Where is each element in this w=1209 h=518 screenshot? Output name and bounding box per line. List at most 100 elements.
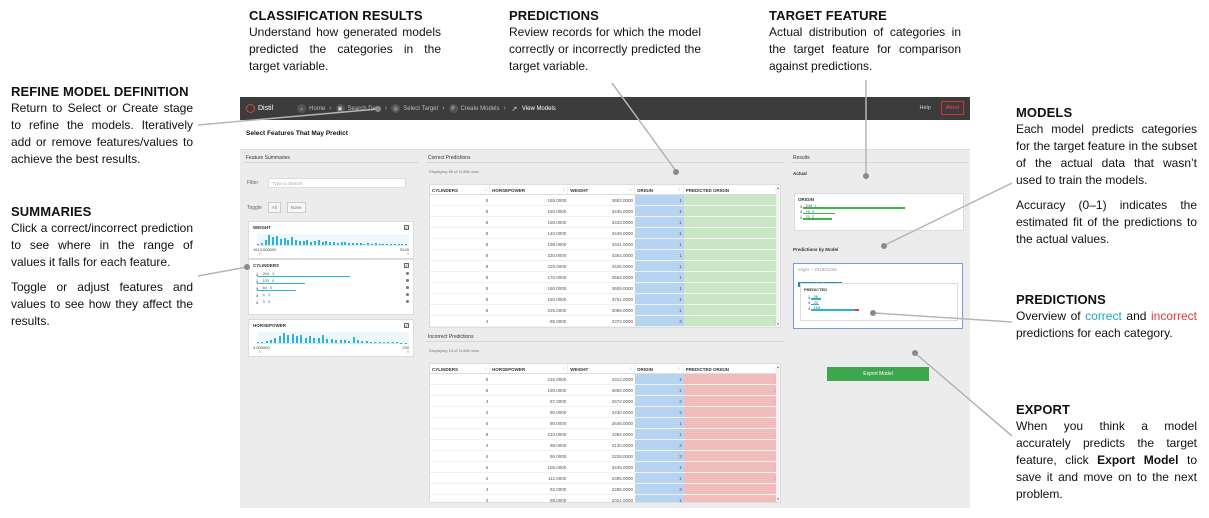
model-card[interactable]: origin ◔ 2018/01/26 Accuracy: 1 · Accura… [793,263,963,329]
table-row[interactable]: 6 105.0000 3439.000013 [430,462,780,473]
sort-icon[interactable]: ⇅ [484,188,488,192]
origin-row[interactable]: 🌡 70 2 [795,214,963,220]
column-header[interactable]: WEIGHT ⇅ [568,185,636,194]
sort-icon[interactable]: ⇅ [562,188,566,192]
predicted-box[interactable]: PREDICTED 🌡 26 🌡 22 🌡 150 [800,283,958,321]
sort-icon[interactable]: ⇅ [562,367,566,371]
feature-card-horsepower[interactable]: HORSEPOWER ✓ 0.000000 230 0 5 [248,319,414,357]
sort-icon[interactable]: ⇅ [629,188,633,192]
abort-button[interactable]: Abort [940,101,964,115]
column-header[interactable]: ORIGIN ⇅ [635,185,684,194]
histogram-bar [369,341,372,343]
checkbox-checked-icon[interactable]: ✓ [404,263,409,268]
histogram-bar [291,333,294,343]
breadcrumb-item[interactable]: P Create Models [448,104,500,113]
column-header[interactable]: PREDICTED ORIGIN ⇅ [684,364,780,373]
table-row[interactable]: 8 190.0000 3850.000013 [430,385,780,396]
callout-title: SUMMARIES [11,204,92,219]
column-header[interactable]: PREDICTED ORIGIN ⇅ [684,185,780,194]
checkbox-checked-icon[interactable]: ✓ [404,225,409,230]
table-cell: 1 [635,272,684,282]
column-header[interactable]: ORIGIN ⇅ [635,364,684,373]
histogram-bar [359,243,362,245]
histogram-bar [264,239,267,245]
breadcrumb-item[interactable]: ◎ Select Target [391,104,438,113]
incorrect-predictions-table[interactable]: CYLINDERS ⇅ HORSEPOWER ⇅ WEIGHT ⇅ ORIGIN ⇅ PREDI… [429,363,781,503]
category-row[interactable]: 🌡 204 4 [249,270,413,277]
table-row[interactable]: 4 88.0000 2130.000031 [430,440,780,451]
table-cell: 3 [635,440,684,450]
category-row[interactable]: 🌡 3 5 [249,298,413,305]
filter-input[interactable]: Type to Search [268,178,407,188]
sort-icon[interactable]: ⇅ [629,367,633,371]
toggle-none-button[interactable]: None [286,202,306,213]
origin-bar [803,218,832,220]
sort-icon[interactable]: ⇅ [677,367,681,371]
origin-row[interactable]: 🌡 249 1 [795,203,963,209]
actual-origin-card[interactable]: ORIGIN 🌡 249 1 🌡 79 3 🌡 70 2 [794,193,964,231]
table-row[interactable]: 4 92.0000 2288.000031 [430,484,780,495]
feature-card-weight[interactable]: WEIGHT ✓ 1613.000000 5140 0 5 [248,221,414,259]
sort-icon[interactable]: ⇅ [774,188,777,192]
column-header[interactable]: CYLINDERS ⇅ [430,364,491,373]
category-row[interactable]: 🌡 4 3 [249,291,413,298]
sort-icon[interactable]: ⇅ [677,188,681,192]
table-row[interactable]: 4 112.0000 2395.000013 [430,473,780,484]
column-header[interactable]: HORSEPOWER ⇅ [490,185,569,194]
breadcrumb-label: Search Data [347,105,381,112]
breadcrumb-item[interactable]: ▣ Search Data [335,104,381,113]
scroll-up-icon[interactable]: ▲ [776,186,780,190]
table-row[interactable]: 8 210.0000 4382.000012 [430,429,780,440]
checkbox-checked-icon[interactable]: ✓ [404,323,409,328]
scroll-down-icon[interactable]: ▼ [776,322,780,326]
breadcrumb-item[interactable]: ↗ View Models [510,104,555,113]
scroll-up-icon[interactable]: ▲ [776,365,780,369]
table-row[interactable]: 8 215.0000 4312.000012 [430,374,780,385]
breadcrumb-item[interactable]: ⌂ Home [297,104,325,113]
callout-text: to save it and move on to the next probl… [1016,453,1197,501]
table-row[interactable]: 6 90.0000 2648.000013 [430,418,780,429]
column-header[interactable]: CYLINDERS ⇅ [430,185,491,194]
brand[interactable]: Distil [240,104,281,113]
horsepower-histogram[interactable] [257,332,409,344]
sort-icon[interactable]: ⇅ [484,367,488,371]
histogram-bar [260,242,263,245]
export-model-button[interactable]: Export Model [827,367,929,381]
category-value: 3 [267,292,270,297]
correct-predictions-table[interactable]: CYLINDERS ⇅ HORSEPOWER ⇅ WEIGHT ⇅ ORIGIN ⇅ PREDI… [429,184,781,328]
table-row[interactable]: 4 95.0000 2228.000031 [430,451,780,462]
feature-card-cylinders[interactable]: CYLINDERS ✓ 🌡 204 4 🌡 103 8 🌡 84 6 🌡 4 3 🌡 3 5 [248,259,414,315]
toggle-all-button[interactable]: All [267,202,281,213]
column-header[interactable]: WEIGHT ⇅ [568,364,636,373]
weight-histogram[interactable] [257,234,409,246]
scroll-down-icon[interactable]: ▼ [776,497,780,501]
scrollbar[interactable] [776,185,780,327]
column-header[interactable]: HORSEPOWER ⇅ [490,364,569,373]
category-row[interactable]: 🌡 84 6 [249,284,413,291]
category-row[interactable]: 🌡 103 8 [249,277,413,284]
help-link[interactable]: Help [919,105,931,111]
sort-icon[interactable]: ⇅ [774,367,777,371]
page-title: Select Features That May Predict [240,120,970,150]
scrollbar[interactable] [776,364,780,502]
predicted-row[interactable]: 🌡 26 [801,294,957,300]
predicted-row[interactable]: 🌡 22 [801,300,957,305]
histogram-bar [279,238,282,245]
origin-row[interactable]: 🌡 79 3 [795,209,963,214]
predicted-row[interactable]: 🌡 150 [801,305,957,311]
